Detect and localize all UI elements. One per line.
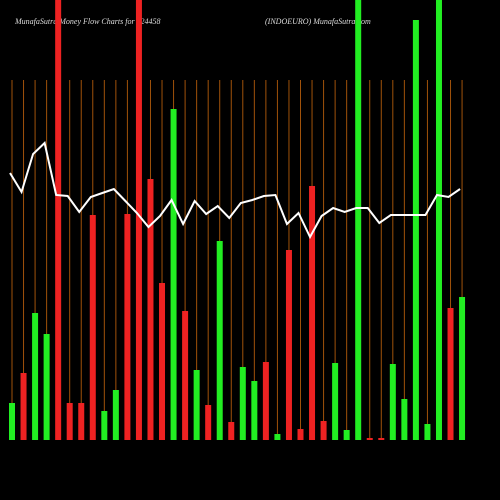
bar bbox=[459, 297, 466, 440]
bar bbox=[412, 20, 419, 440]
bar bbox=[147, 179, 154, 440]
bar bbox=[135, 0, 142, 440]
bar bbox=[389, 364, 396, 440]
bar bbox=[447, 308, 454, 440]
bar bbox=[251, 381, 258, 440]
bar bbox=[332, 363, 339, 440]
bar bbox=[20, 373, 27, 440]
chart-title: MunafaSutra Money Flow Charts for 524458 bbox=[14, 17, 161, 26]
bar bbox=[309, 186, 316, 440]
bar bbox=[228, 422, 235, 440]
bar bbox=[32, 313, 39, 440]
bar bbox=[297, 429, 304, 440]
bar bbox=[55, 0, 62, 440]
bar bbox=[355, 0, 362, 440]
bar bbox=[124, 214, 131, 440]
bar bbox=[112, 390, 119, 440]
bar bbox=[193, 370, 200, 440]
bar bbox=[216, 241, 223, 440]
bar bbox=[435, 0, 442, 440]
bar bbox=[378, 438, 385, 440]
bar bbox=[9, 403, 15, 440]
bar bbox=[343, 430, 350, 440]
bar bbox=[274, 434, 281, 440]
bar bbox=[159, 283, 166, 440]
bar bbox=[320, 421, 327, 440]
bar bbox=[366, 438, 373, 440]
bar bbox=[43, 334, 50, 440]
bar bbox=[401, 399, 408, 440]
bar bbox=[239, 367, 246, 440]
bar bbox=[424, 424, 431, 440]
bar bbox=[205, 405, 212, 440]
bar bbox=[170, 109, 177, 440]
bar bbox=[262, 362, 269, 440]
bar bbox=[89, 215, 96, 440]
chart-subtitle: (INDOEURO) MunafaSutra.com bbox=[265, 17, 371, 26]
price-line bbox=[9, 141, 461, 240]
bar bbox=[101, 411, 108, 440]
bar bbox=[66, 403, 73, 440]
bar bbox=[182, 311, 189, 440]
bar bbox=[78, 403, 85, 440]
bar bbox=[285, 250, 292, 440]
